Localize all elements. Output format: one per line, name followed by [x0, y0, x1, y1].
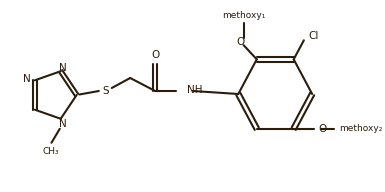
Text: CH₃: CH₃: [42, 147, 59, 156]
Text: S: S: [102, 86, 109, 96]
Text: methoxy₂: methoxy₂: [339, 124, 382, 133]
Text: NH: NH: [187, 85, 202, 95]
Text: Cl: Cl: [308, 31, 319, 41]
Text: O: O: [151, 50, 159, 60]
Text: O: O: [319, 124, 327, 134]
Text: methoxy₁: methoxy₁: [222, 11, 265, 20]
Text: N: N: [22, 74, 30, 84]
Text: O: O: [237, 37, 245, 47]
Text: N: N: [59, 63, 67, 73]
Text: N: N: [59, 119, 67, 129]
